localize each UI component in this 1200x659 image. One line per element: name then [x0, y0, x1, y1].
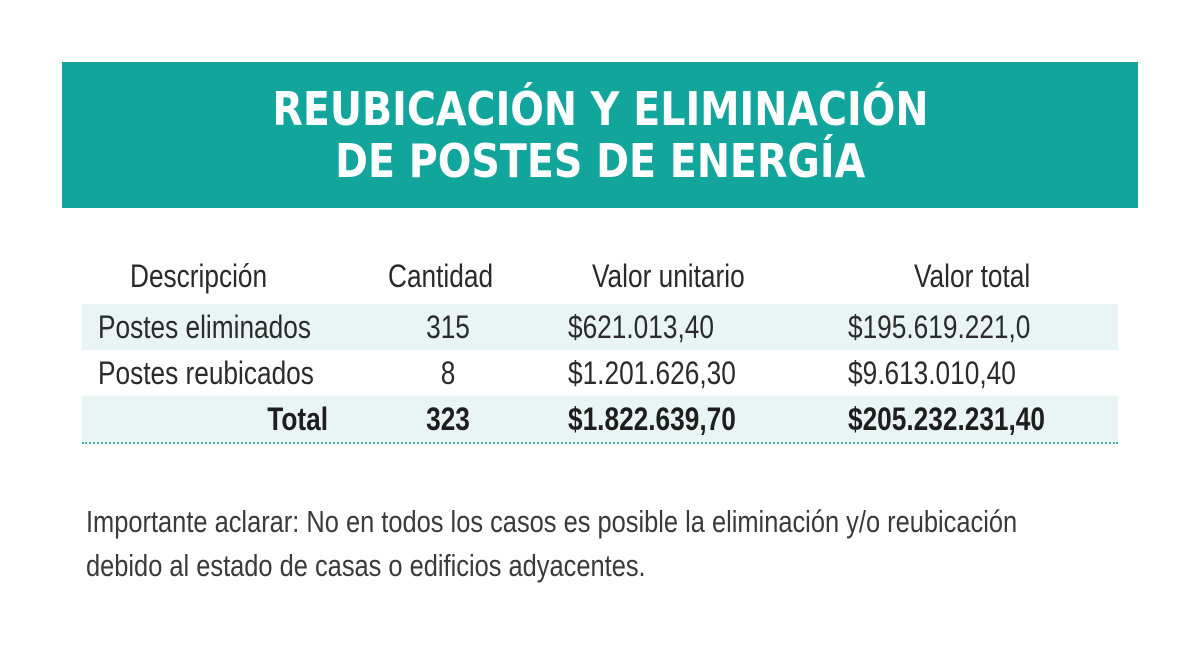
- table-row: Postes reubicados 8 $1.201.626,30 $9.613…: [82, 350, 1118, 396]
- header-cantidad: Cantidad: [388, 258, 494, 294]
- cell-cantidad: 315: [426, 309, 470, 345]
- cell-valor-total: $195.619.221,0: [848, 309, 1031, 345]
- total-valor-unitario: $1.822.639,70: [568, 401, 736, 437]
- footnote-line-2: debido al estado de casas o edificios ad…: [86, 548, 646, 583]
- total-label: Total: [267, 401, 328, 437]
- header-valor-total: Valor total: [914, 258, 1031, 294]
- cell-cantidad: 8: [440, 355, 456, 391]
- header-descripcion: Descripción: [130, 258, 268, 294]
- cell-descripcion: Postes reubicados: [98, 355, 314, 391]
- title-line-1: REUBICACIÓN Y ELIMINACIÓN: [271, 82, 929, 136]
- cell-valor-unitario: $621.013,40: [568, 309, 714, 345]
- table-header-row: Descripción Cantidad Valor unitario Valo…: [82, 248, 1118, 304]
- total-valor-total: $205.232.231,40: [848, 401, 1045, 437]
- header-valor-unitario: Valor unitario: [592, 258, 745, 294]
- title-banner: REUBICACIÓN Y ELIMINACIÓN DE POSTES DE E…: [62, 62, 1138, 208]
- data-table: Descripción Cantidad Valor unitario Valo…: [82, 248, 1118, 444]
- cell-valor-unitario: $1.201.626,30: [568, 355, 736, 391]
- total-cantidad: 323: [426, 401, 470, 437]
- table-total-row: Total 323 $1.822.639,70 $205.232.231,40: [82, 396, 1118, 442]
- footnote-line-1: Importante aclarar: No en todos los caso…: [86, 504, 1018, 539]
- title-line-2: DE POSTES DE ENERGÍA: [334, 134, 866, 188]
- cell-descripcion: Postes eliminados: [98, 309, 311, 345]
- cell-valor-total: $9.613.010,40: [848, 355, 1016, 391]
- row-divider: [82, 442, 1118, 444]
- table-row: Postes eliminados 315 $621.013,40 $195.6…: [82, 304, 1118, 350]
- footnote: Importante aclarar: No en todos los caso…: [86, 500, 1126, 588]
